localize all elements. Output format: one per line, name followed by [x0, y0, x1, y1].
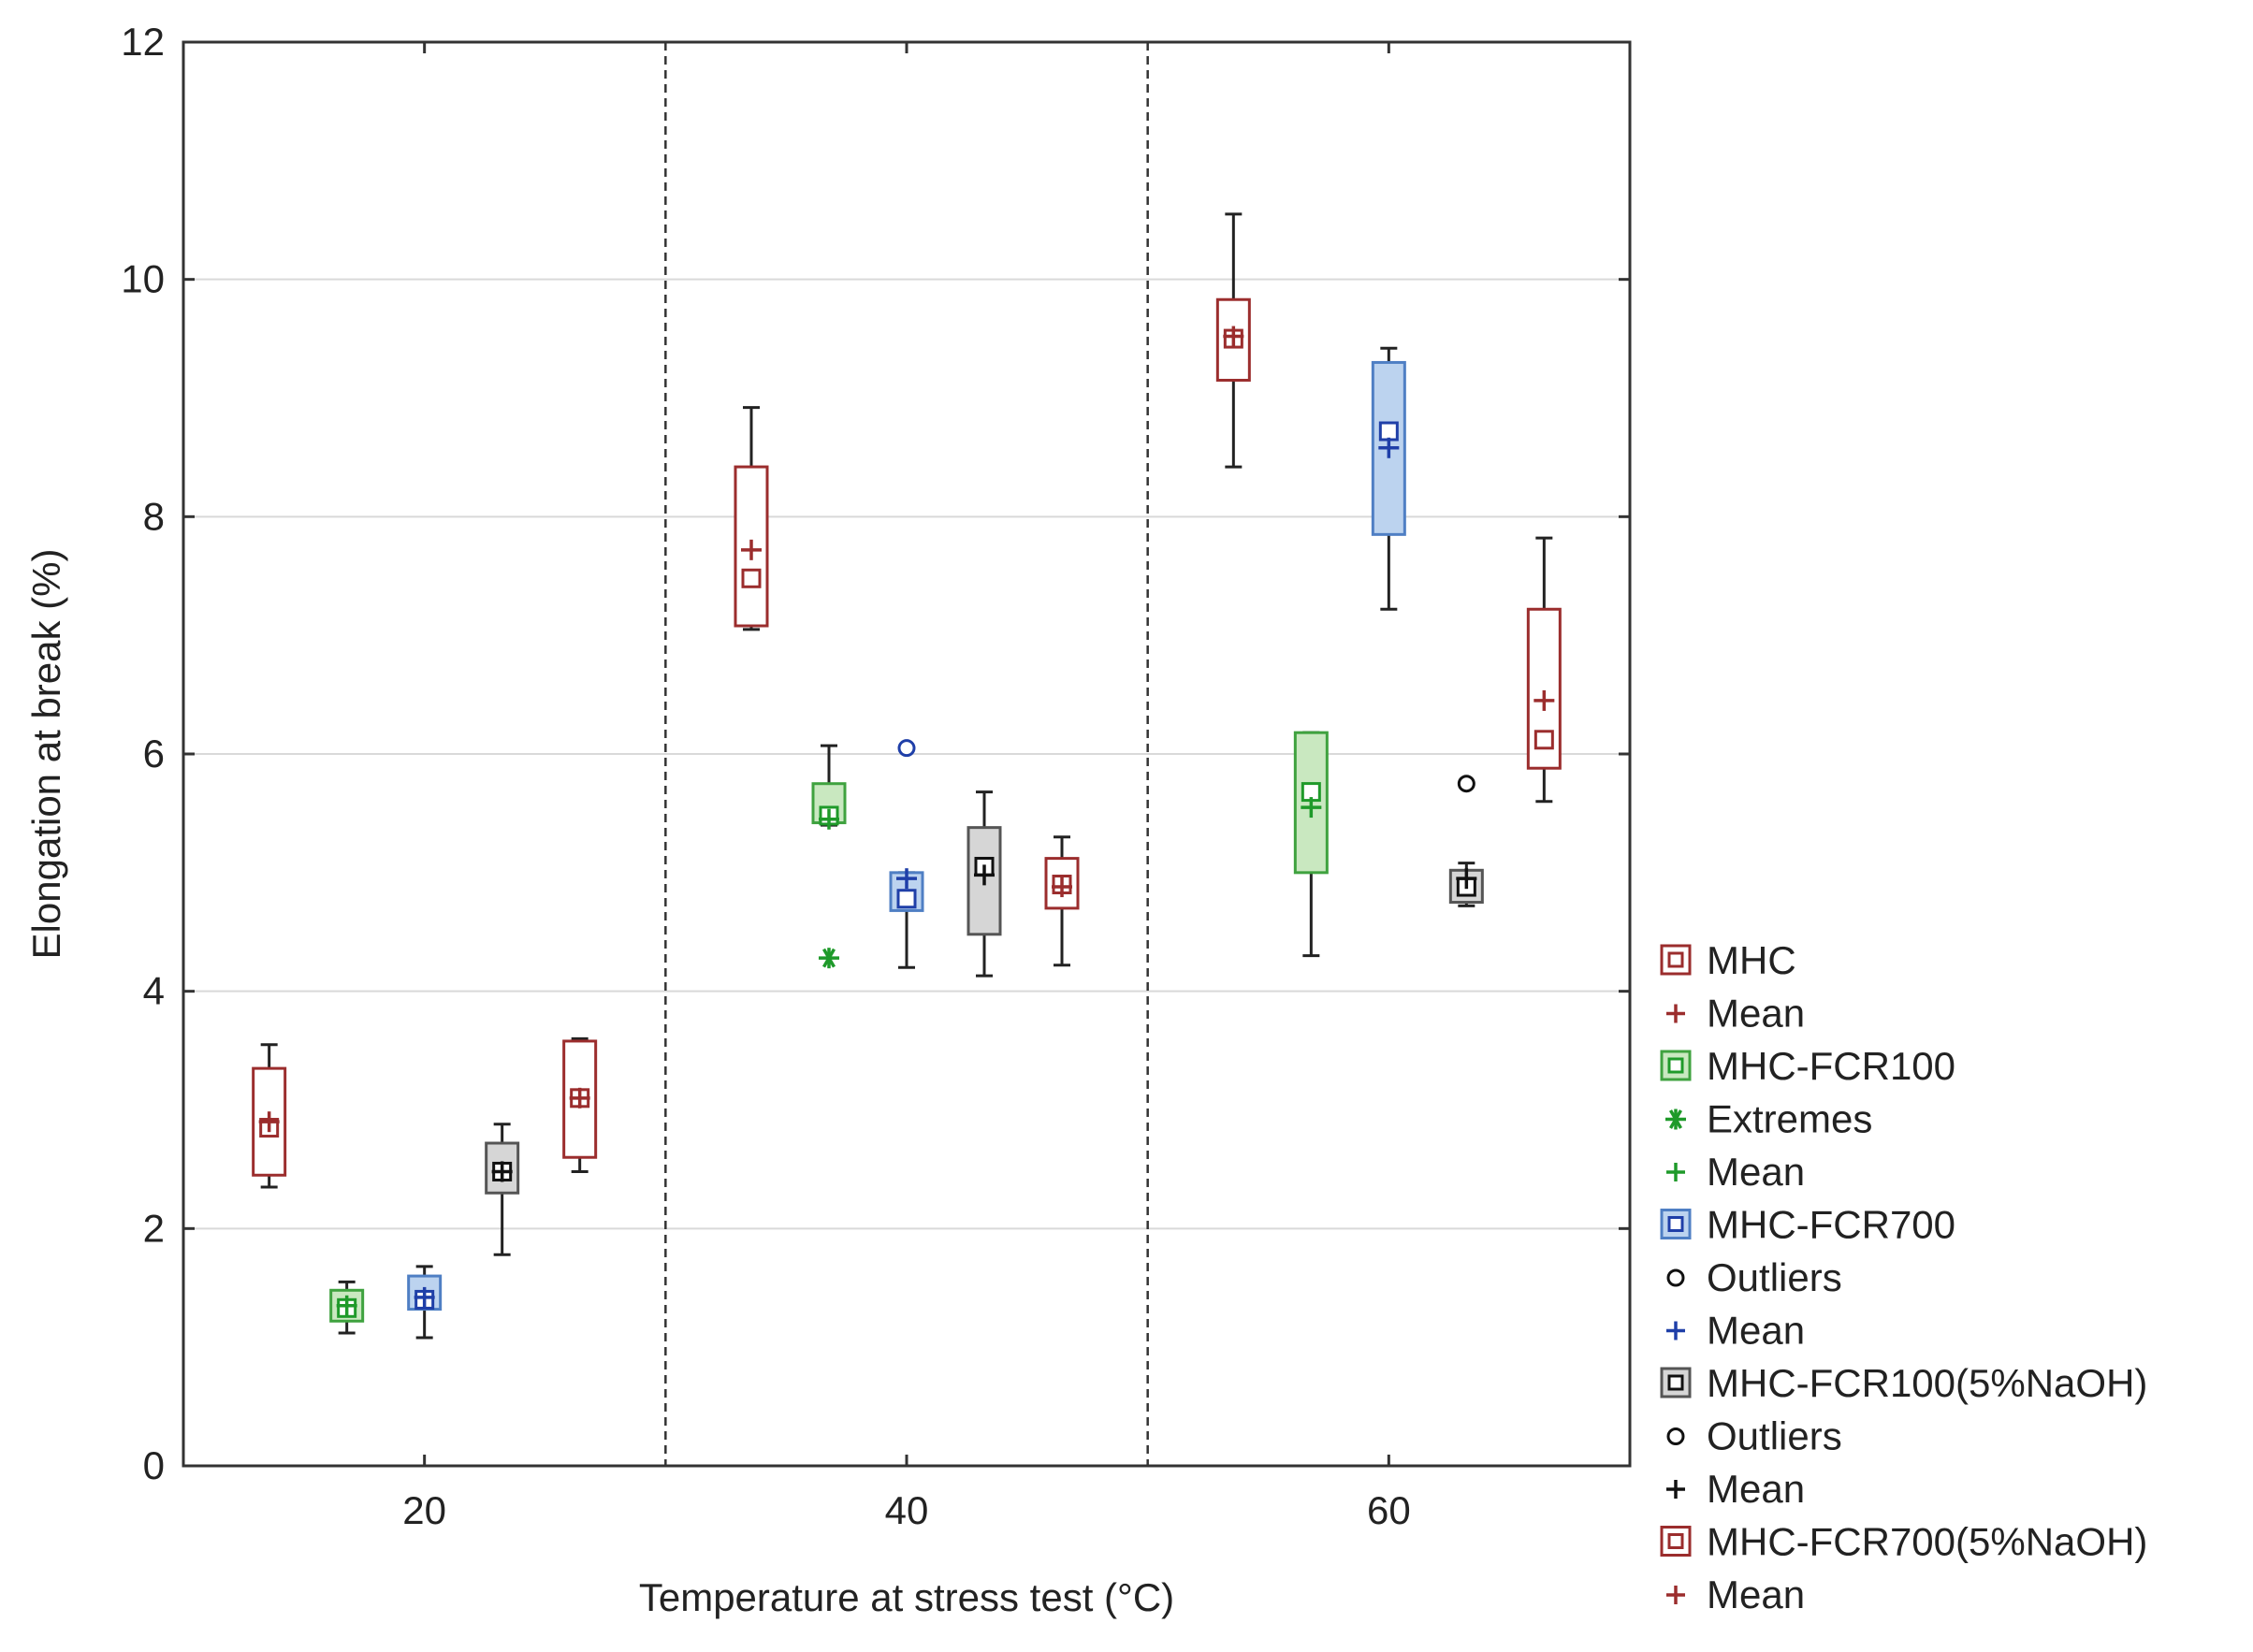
- extreme-marker: [819, 948, 839, 969]
- legend-entry: Extremes: [1665, 1097, 1872, 1141]
- median-marker: [1533, 730, 1554, 750]
- mean-marker: [1456, 868, 1477, 890]
- mean-marker: [258, 1111, 280, 1133]
- legend-entry: Outliers: [1666, 1255, 1842, 1299]
- mean-marker: [414, 1286, 435, 1308]
- iqr-box: [1044, 857, 1080, 910]
- mean-marker: [336, 1295, 357, 1316]
- legend-plus-symbol: [1666, 1321, 1685, 1340]
- mean-marker: [1052, 877, 1072, 898]
- median-marker: [1378, 421, 1399, 442]
- legend-label: Outliers: [1707, 1255, 1842, 1299]
- legend-median-symbol: [1667, 951, 1684, 968]
- legend-star-symbol: [1665, 1109, 1686, 1130]
- legend-label: MHC-FCR700: [1707, 1203, 1955, 1247]
- legend: MHC Mean MHC-FCR100 Extremes Mean MHC-FCR700 O…: [1660, 938, 2147, 1616]
- legend-plus-symbol: [1666, 1163, 1685, 1181]
- x-axis-title: Temperature at stress test (°C): [639, 1575, 1174, 1619]
- outlier-marker: [1457, 775, 1475, 793]
- legend-entry: Mean: [1666, 1309, 1805, 1353]
- legend-entry: MHC-FCR700: [1660, 1203, 1955, 1247]
- legend-entry: Mean: [1666, 1467, 1805, 1511]
- box-mhc-fcr700-5-naoh-: [1044, 835, 1080, 967]
- legend-entry: MHC-FCR100: [1660, 1044, 1955, 1088]
- legend-plus-symbol: [1666, 1004, 1685, 1023]
- iqr-box: [1526, 607, 1562, 770]
- box-mhc: [1215, 212, 1251, 469]
- legend-median-symbol: [1667, 1057, 1684, 1074]
- y-tick-label: 6: [143, 732, 165, 775]
- box-mhc-fcr700-5-naoh-: [1526, 536, 1562, 804]
- y-axis-ticks: 0 2 4 6 8 10 12: [121, 20, 1630, 1487]
- mean-marker: [896, 868, 917, 890]
- box-mhc-fcr700: [407, 1265, 443, 1340]
- legend-label: Extremes: [1707, 1097, 1872, 1141]
- legend-entry: MHC: [1660, 938, 1796, 982]
- box-mhc-fcr700-5-naoh-: [562, 1036, 598, 1173]
- mean-marker: [1533, 689, 1555, 711]
- box-mhc-fcr700: [1371, 346, 1406, 611]
- mean-marker: [819, 808, 839, 830]
- outlier-marker: [897, 739, 916, 758]
- mean-marker: [491, 1161, 513, 1182]
- mean-marker: [569, 1087, 590, 1109]
- legend-label: Mean: [1707, 1309, 1805, 1353]
- legend-entry: Outliers: [1666, 1414, 1842, 1458]
- mean-marker: [974, 864, 995, 886]
- legend-plus-symbol: [1666, 1480, 1685, 1499]
- y-tick-label: 0: [143, 1443, 165, 1487]
- box-mhc-fcr100-5-naoh-: [967, 790, 1002, 978]
- box-mhc: [252, 1043, 287, 1189]
- legend-label: Mean: [1707, 1150, 1805, 1194]
- legend-entry: MHC-FCR700(5%NaOH): [1660, 1520, 2147, 1564]
- median-marker: [896, 889, 917, 909]
- legend-median-symbol: [1667, 1374, 1684, 1391]
- mean-marker: [1378, 437, 1400, 458]
- box-mhc-fcr700: [889, 739, 924, 969]
- temperature-group: [252, 1036, 598, 1340]
- legend-label: Mean: [1707, 1572, 1805, 1616]
- box-mhc-fcr100: [811, 744, 847, 969]
- legend-entry: MHC-FCR100(5%NaOH): [1660, 1361, 2147, 1405]
- y-tick-label: 2: [143, 1206, 165, 1250]
- legend-entry: Mean: [1666, 1150, 1805, 1194]
- legend-entry: Mean: [1666, 1572, 1805, 1616]
- legend-label: MHC-FCR100(5%NaOH): [1707, 1361, 2147, 1405]
- legend-median-symbol: [1667, 1533, 1684, 1549]
- y-tick-label: 8: [143, 494, 165, 538]
- y-tick-label: 12: [121, 20, 165, 64]
- box-mhc-fcr100-5-naoh-: [1448, 775, 1484, 907]
- legend-plus-symbol: [1666, 1586, 1685, 1604]
- legend-label: Outliers: [1707, 1414, 1842, 1458]
- box-series: [252, 212, 1562, 1340]
- temperature-group: [1215, 212, 1562, 958]
- legend-label: MHC-FCR700(5%NaOH): [1707, 1520, 2147, 1564]
- x-tick-label: 40: [885, 1488, 929, 1532]
- y-tick-label: 4: [143, 969, 165, 1013]
- legend-label: Mean: [1707, 992, 1805, 1036]
- legend-entry: Mean: [1666, 992, 1805, 1036]
- box-mhc-fcr100: [1293, 731, 1329, 958]
- box-mhc-fcr100: [329, 1280, 365, 1335]
- mean-marker: [1301, 797, 1322, 819]
- temperature-group: [734, 406, 1080, 978]
- box-mhc: [734, 406, 769, 631]
- x-axis-ticks: 20 40 60: [402, 42, 1411, 1532]
- legend-label: MHC-FCR100: [1707, 1044, 1955, 1088]
- y-tick-label: 10: [121, 257, 165, 301]
- x-tick-label: 20: [402, 1488, 446, 1532]
- legend-label: Mean: [1707, 1467, 1805, 1511]
- median-marker: [741, 568, 762, 588]
- box-mhc-fcr100-5-naoh-: [485, 1123, 520, 1256]
- legend-circle-symbol: [1666, 1268, 1685, 1287]
- mean-marker: [1223, 326, 1244, 347]
- legend-median-symbol: [1667, 1216, 1684, 1232]
- legend-label: MHC: [1707, 938, 1796, 982]
- x-tick-label: 60: [1367, 1488, 1411, 1532]
- group-separators: [664, 42, 1149, 1466]
- y-axis-title: Elongation at break (%): [24, 549, 68, 960]
- mean-marker: [741, 539, 762, 560]
- legend-circle-symbol: [1666, 1427, 1685, 1445]
